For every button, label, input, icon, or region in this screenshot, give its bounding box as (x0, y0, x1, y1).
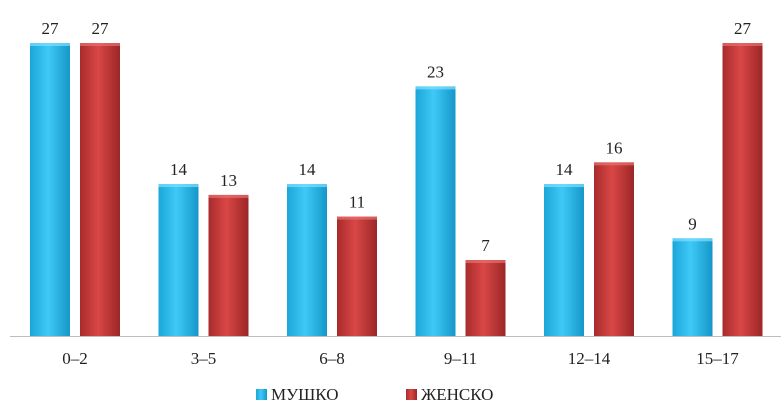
data-label-0-2: 14 (299, 160, 317, 179)
bar-cap-1-1 (208, 194, 249, 198)
bar-cap-0-4 (544, 184, 584, 188)
legend-swatch-0 (256, 389, 267, 400)
data-label-0-3: 23 (427, 62, 444, 81)
legend: МУШКО ЖЕНСКО (256, 385, 493, 404)
bar-cap-1-0 (80, 43, 120, 46)
data-label-1-0: 27 (92, 19, 110, 38)
data-label-1-1: 13 (220, 171, 237, 190)
bar-cap-1-2 (337, 216, 377, 220)
legend-swatch-1 (406, 389, 417, 400)
data-label-1-3: 7 (481, 236, 490, 255)
data-label-0-4: 14 (556, 160, 574, 179)
bar-series1-2 (287, 184, 327, 336)
data-label-0-1: 14 (170, 160, 188, 179)
x-tick-label-5: 15–17 (696, 349, 739, 368)
data-label-1-4: 16 (606, 138, 623, 157)
bar-series1-5 (672, 238, 713, 336)
bars-layer: 27 27 14 13 14 11 23 7 14 16 9 27 (30, 19, 763, 336)
bar-series1-4 (544, 184, 584, 336)
data-label-0-5: 9 (688, 214, 697, 233)
bar-series1-3 (415, 86, 456, 336)
x-tick-label-2: 6–8 (319, 349, 345, 368)
x-tick-label-4: 12–14 (568, 349, 611, 368)
x-tick-labels: 0–2 3–5 6–8 9–11 12–14 15–17 (62, 349, 739, 368)
bar-series2-4 (594, 162, 634, 336)
bar-series2-1 (208, 194, 249, 336)
x-tick-label-3: 9–11 (444, 349, 477, 368)
bar-series2-2 (337, 216, 377, 336)
x-tick-label-1: 3–5 (191, 349, 217, 368)
data-label-1-5: 27 (734, 19, 752, 38)
bar-cap-0-1 (158, 184, 199, 188)
bar-cap-0-2 (287, 184, 327, 188)
x-tick-label-0: 0–2 (62, 349, 88, 368)
bar-cap-0-5 (672, 238, 713, 242)
bar-series2-0 (80, 43, 120, 336)
bar-series1-1 (158, 184, 199, 336)
bar-cap-1-3 (465, 260, 506, 264)
bar-cap-0-0 (30, 43, 70, 46)
bar-cap-1-5 (722, 43, 763, 46)
bar-series2-3 (465, 260, 506, 336)
legend-label-1: ЖЕНСКО (421, 385, 493, 404)
data-label-1-2: 11 (349, 193, 365, 212)
bar-series2-5 (722, 43, 763, 336)
bar-cap-1-4 (594, 162, 634, 166)
legend-label-0: МУШКО (271, 385, 339, 404)
data-label-0-0: 27 (42, 19, 60, 38)
bar-series1-0 (30, 43, 70, 336)
bar-cap-0-3 (415, 86, 456, 90)
